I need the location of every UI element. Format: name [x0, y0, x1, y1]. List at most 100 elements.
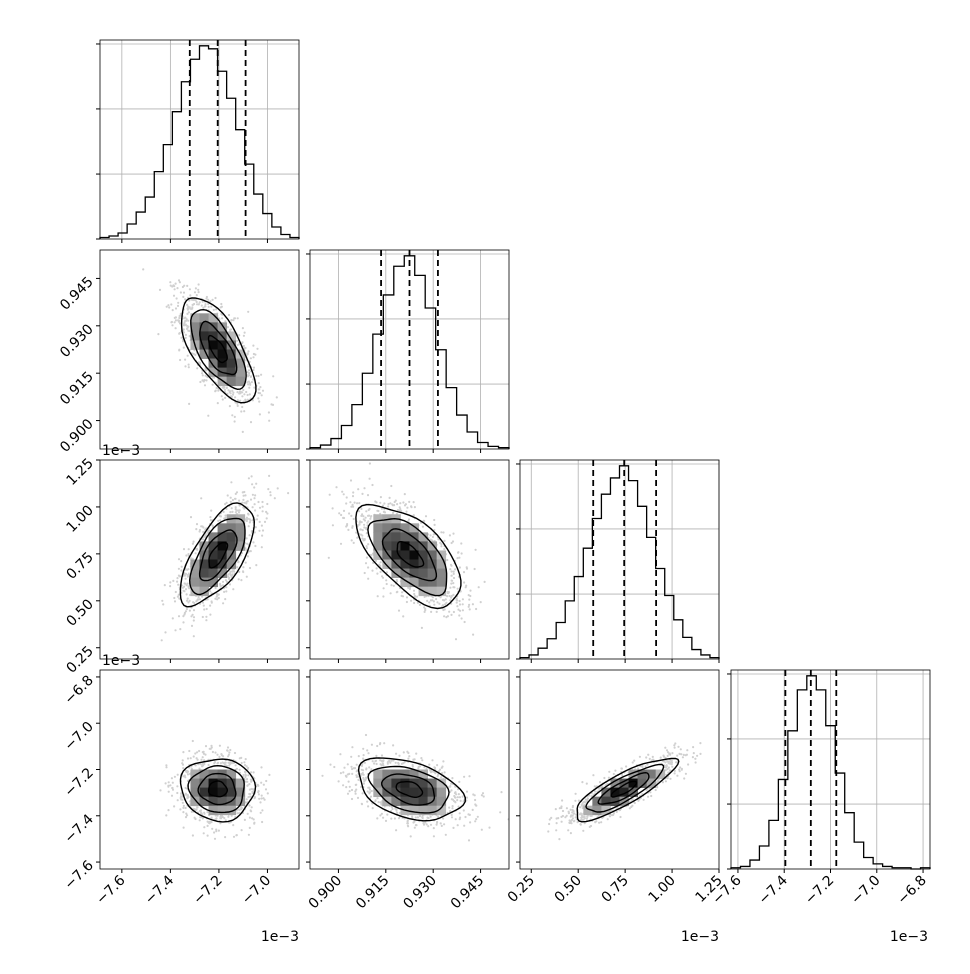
density-cell: [382, 559, 392, 569]
density-cell: [373, 514, 383, 524]
density-cell: [208, 778, 218, 788]
density-cell: [373, 550, 383, 560]
scatter-frame-2-1: [309, 459, 510, 660]
x-tick-label: 0.945: [448, 873, 488, 913]
density-cell: [235, 532, 246, 542]
density-cell: [208, 532, 218, 542]
density-cell: [382, 541, 392, 551]
density-cell: [208, 358, 218, 368]
density-cell: [208, 559, 218, 569]
density-cell: [217, 358, 228, 368]
scatter-panel-3-2: [547, 742, 702, 841]
density-cell: [409, 796, 419, 807]
density-cell: [382, 532, 392, 542]
contour-level-2: [367, 517, 448, 597]
density-cell: [427, 550, 438, 560]
density-cell: [235, 367, 246, 378]
density-cell: [409, 769, 419, 779]
density-cell: [418, 568, 428, 578]
density-cell: [235, 358, 246, 368]
y-tick-label: 0.900: [57, 416, 97, 456]
density-cell: [217, 787, 228, 798]
density-cell: [409, 550, 419, 560]
x-tick-label: −7.0: [848, 873, 883, 908]
density-cell: [400, 787, 410, 798]
density-cell: [190, 322, 200, 332]
scatter-frame-3-2: [519, 669, 720, 870]
x-tick-label: 0.25: [505, 873, 538, 906]
density-cell: [226, 358, 237, 368]
density-cell: [199, 313, 209, 323]
x-tick-label: 0.50: [552, 873, 585, 906]
density-cell: [373, 541, 383, 551]
y-tick-label: 1.25: [63, 456, 96, 489]
density-cell: [199, 559, 209, 569]
density-cell: [391, 778, 401, 788]
density-cell: [427, 559, 438, 569]
density-cell: [208, 367, 218, 378]
density-cell: [391, 796, 401, 807]
density-cell: [400, 541, 410, 551]
density-cell: [583, 805, 593, 816]
density-cell: [226, 541, 237, 551]
density-cell: [409, 577, 419, 588]
density-cell: [637, 769, 648, 779]
density-cell: [226, 340, 237, 350]
histogram-panel-3: [727, 670, 931, 870]
density-cell: [199, 796, 209, 807]
contour-level-3: [180, 297, 257, 404]
contour-level-0: [396, 541, 425, 568]
density-cell: [190, 586, 200, 597]
density-cell: [619, 796, 629, 807]
density-cell: [226, 805, 237, 816]
density-cell: [427, 577, 438, 588]
x-tick-label: 0.900: [306, 873, 346, 913]
panel-content: [327, 462, 486, 641]
panel-content: [142, 268, 278, 433]
contour-level-2: [187, 764, 245, 814]
density-cell: [391, 787, 401, 798]
density-cell: [199, 349, 209, 359]
contour-level-0: [208, 541, 229, 569]
density-cell: [190, 559, 200, 569]
density-cell: [391, 523, 401, 533]
density-cell: [409, 523, 419, 533]
density-cell: [217, 550, 228, 560]
density-cell: [373, 778, 383, 788]
contour-level-2: [585, 763, 665, 813]
density-cell: [190, 778, 200, 788]
density-cell: [226, 787, 237, 798]
density-cell: [628, 778, 638, 788]
density-cell: [436, 559, 447, 569]
y-tick-label: −7.6: [61, 858, 96, 893]
density-cell: [208, 796, 218, 807]
x-tick-label: 0.915: [353, 873, 393, 913]
density-cell: [592, 805, 602, 816]
y-tick-label: 0.25: [63, 643, 96, 676]
density-cell: [400, 550, 410, 560]
density-cell: [217, 541, 228, 551]
density-cell: [217, 532, 228, 542]
x-tick-label: 0.75: [599, 873, 632, 906]
density-cell: [226, 349, 237, 359]
histogram-frame-1: [309, 249, 510, 450]
density-cell: [382, 550, 392, 560]
density-cell: [382, 769, 392, 779]
density-cell: [391, 532, 401, 542]
histogram-panel-0: [96, 40, 300, 240]
density-cell: [199, 577, 209, 588]
density-cell: [646, 769, 657, 779]
density-cell: [409, 568, 419, 578]
y-tick-label: 0.930: [57, 321, 97, 361]
density-cell: [226, 523, 237, 533]
density-cell: [436, 577, 447, 588]
density-cell: [400, 796, 410, 807]
histogram-series-2: [519, 465, 720, 659]
density-cell: [436, 778, 447, 788]
density-cell: [199, 331, 209, 341]
contour-level-0: [207, 334, 228, 364]
contour-level-2: [367, 765, 450, 814]
scatter-frame-1-0: [99, 249, 300, 450]
x-tick-label: −7.4: [142, 872, 177, 907]
